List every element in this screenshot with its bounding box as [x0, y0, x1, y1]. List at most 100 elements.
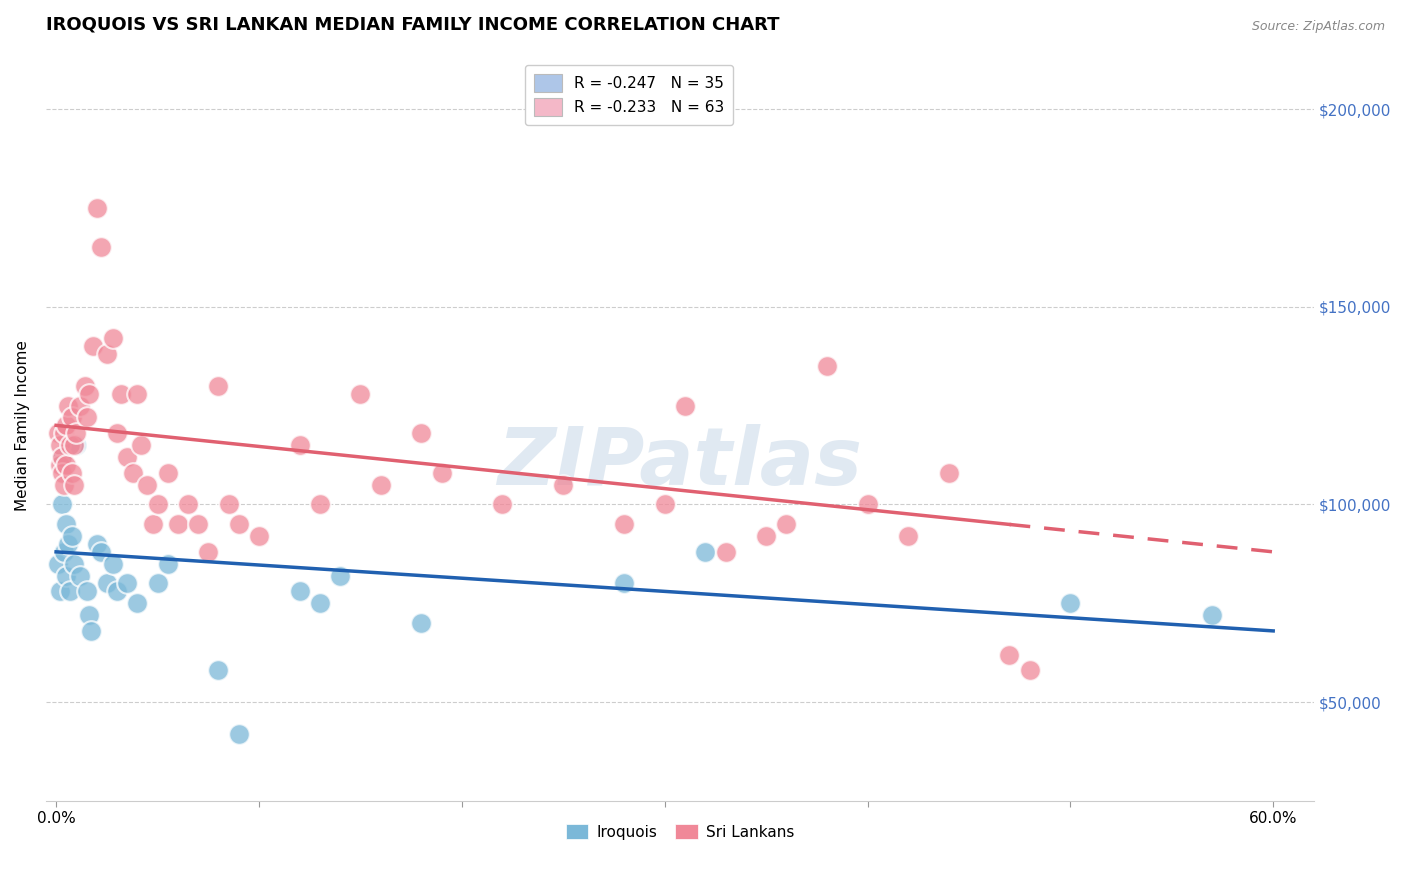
Point [1201, 608, 1223, 623]
Point [53, 477, 76, 491]
Point [69, 399, 91, 413]
Text: IROQUOIS VS SRI LANKAN MEDIAN FAMILY INCOME CORRELATION CHART: IROQUOIS VS SRI LANKAN MEDIAN FAMILY INC… [46, 15, 779, 33]
Point [96, 347, 118, 361]
Point [73, 379, 96, 393]
Point [187, 517, 209, 532]
Point [146, 576, 169, 591]
Point [156, 466, 179, 480]
Point [411, 426, 433, 441]
Point [775, 517, 797, 532]
Point [63, 438, 86, 452]
Point [65, 426, 87, 441]
Point [58, 537, 80, 551]
Point [77, 386, 100, 401]
Point [96, 576, 118, 591]
Point [207, 664, 229, 678]
Point [228, 517, 250, 532]
Point [105, 426, 128, 441]
Point [673, 399, 696, 413]
Point [69, 568, 91, 582]
Point [63, 557, 86, 571]
Point [218, 497, 240, 511]
Point [60, 529, 83, 543]
Point [430, 466, 453, 480]
Point [491, 497, 513, 511]
Point [207, 379, 229, 393]
Point [46, 557, 69, 571]
Point [166, 517, 188, 532]
Point [998, 648, 1021, 662]
Point [654, 497, 676, 511]
Point [105, 584, 128, 599]
Point [115, 576, 138, 591]
Point [288, 584, 311, 599]
Point [49, 458, 72, 472]
Point [49, 438, 72, 452]
Point [856, 497, 879, 511]
Point [76, 410, 98, 425]
Point [79, 624, 101, 638]
Point [55, 568, 77, 582]
Point [177, 497, 200, 511]
Point [247, 529, 270, 543]
Point [308, 497, 330, 511]
Point [51, 450, 73, 464]
Point [55, 458, 77, 472]
Point [349, 386, 371, 401]
Point [815, 359, 838, 373]
Point [197, 545, 219, 559]
Y-axis label: Median Family Income: Median Family Income [15, 340, 30, 511]
Point [77, 608, 100, 623]
Point [115, 450, 138, 464]
Point [76, 584, 98, 599]
Point [695, 545, 717, 559]
Point [142, 517, 165, 532]
Point [1018, 664, 1040, 678]
Point [553, 477, 575, 491]
Point [131, 438, 153, 452]
Point [49, 584, 72, 599]
Point [613, 576, 636, 591]
Point [127, 596, 149, 610]
Point [228, 727, 250, 741]
Point [370, 477, 392, 491]
Point [308, 596, 330, 610]
Point [55, 517, 77, 532]
Point [122, 466, 145, 480]
Point [411, 615, 433, 630]
Point [63, 477, 86, 491]
Point [156, 557, 179, 571]
Point [51, 497, 73, 511]
Text: Source: ZipAtlas.com: Source: ZipAtlas.com [1251, 20, 1385, 33]
Point [58, 399, 80, 413]
Point [146, 497, 169, 511]
Point [755, 529, 778, 543]
Point [110, 386, 132, 401]
Point [46, 426, 69, 441]
Point [53, 426, 76, 441]
Point [101, 557, 124, 571]
Point [51, 466, 73, 480]
Point [90, 545, 112, 559]
Point [938, 466, 960, 480]
Legend: Iroquois, Sri Lankans: Iroquois, Sri Lankans [560, 818, 800, 846]
Point [329, 568, 352, 582]
Point [136, 477, 159, 491]
Point [60, 466, 83, 480]
Point [86, 537, 108, 551]
Point [101, 331, 124, 345]
Point [714, 545, 737, 559]
Point [53, 545, 76, 559]
Point [59, 584, 82, 599]
Point [55, 418, 77, 433]
Point [86, 201, 108, 215]
Point [60, 410, 83, 425]
Point [613, 517, 636, 532]
Point [65, 438, 87, 452]
Point [127, 386, 149, 401]
Point [897, 529, 920, 543]
Point [59, 438, 82, 452]
Point [90, 240, 112, 254]
Point [82, 339, 104, 353]
Text: ZIPatlas: ZIPatlas [498, 424, 862, 502]
